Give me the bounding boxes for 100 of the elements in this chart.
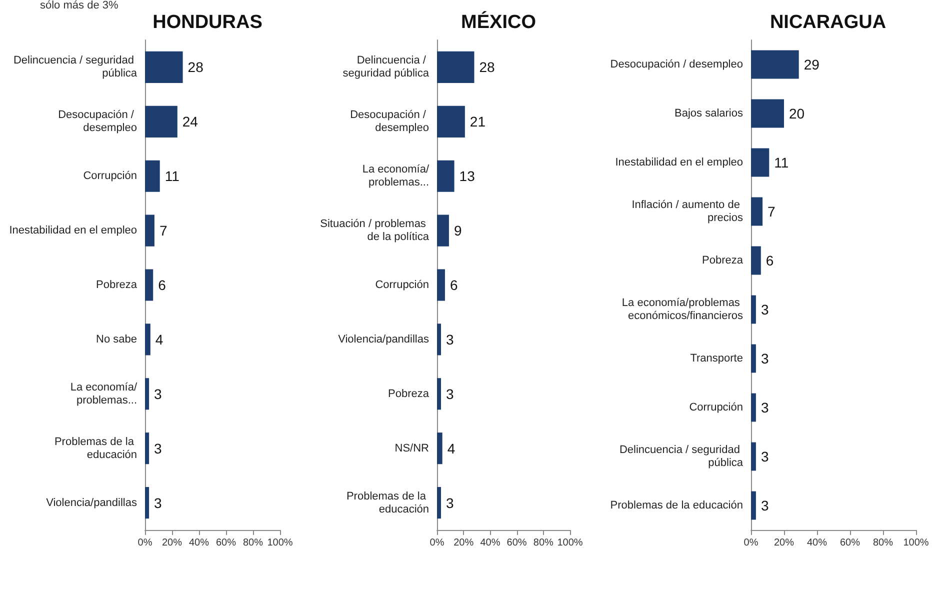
data-label: 29	[804, 56, 820, 72]
y-tick-label: Problemas de la educación	[610, 500, 743, 512]
bar	[145, 51, 183, 84]
y-tick-label: Delincuencia / seguridad pública	[13, 54, 138, 80]
bar	[145, 432, 150, 464]
data-label: 21	[470, 114, 486, 130]
y-tick-label: Delincuencia / seguridad pública	[619, 444, 744, 469]
bar	[145, 486, 150, 519]
x-tick-label: 60%	[840, 538, 860, 548]
data-label: 7	[159, 222, 168, 239]
data-label: 3	[154, 494, 162, 511]
y-tick-label: Inestabilidad en el empleo	[615, 156, 743, 168]
bar	[145, 324, 150, 356]
x-tick-label: 20%	[162, 538, 182, 548]
y-tick-label: Problemas de la educación	[54, 436, 137, 461]
x-tick-label: 60%	[216, 538, 236, 548]
chart-title: MÉXICO	[461, 11, 536, 33]
y-tick-label: Desocupación / desempleo	[350, 109, 429, 134]
bar	[751, 197, 763, 226]
x-tick-label: 80%	[242, 538, 264, 548]
data-label: 7	[768, 204, 776, 220]
text: sólo más de 3%	[40, 0, 118, 12]
data-label: 20	[789, 106, 805, 122]
y-tick-label: NS/NR	[394, 442, 430, 454]
bar	[751, 99, 784, 128]
y-tick-label: Corrupción	[689, 402, 743, 414]
data-label: 6	[766, 252, 774, 268]
x-tick-label: 80%	[533, 538, 554, 548]
chart-title: HONDURAS	[152, 12, 262, 33]
y-tick-label: Violencia/pandillas	[338, 333, 430, 346]
x-tick-label: 20%	[454, 538, 474, 548]
y-tick-label: La economía/problemas económicos/financieros	[622, 297, 744, 322]
bar	[751, 393, 756, 422]
x-tick-label: 0%	[744, 538, 758, 548]
x-tick-label: 0%	[430, 538, 444, 548]
y-tick-label: Corrupción	[375, 279, 429, 291]
bar	[437, 51, 474, 84]
x-tick-label: 20%	[774, 538, 794, 548]
data-label: 3	[760, 498, 769, 514]
x-tick-label: 100%	[267, 538, 293, 548]
y-tick-label: Pobreza	[702, 254, 744, 266]
y-tick-label: Violencia/pandillas	[46, 496, 138, 509]
data-label: 11	[164, 168, 180, 184]
data-label: 11	[774, 154, 789, 170]
y-tick-label: Problemas de la educación	[346, 490, 429, 516]
x-tick-label: 40%	[188, 538, 210, 548]
x-tick-label: 100%	[557, 538, 583, 548]
bar	[145, 106, 178, 138]
data-label: 9	[454, 222, 462, 239]
y-tick-label: Transporte	[690, 352, 743, 364]
data-label: 24	[182, 114, 198, 130]
bar	[437, 324, 441, 356]
data-label: 3	[446, 386, 454, 402]
x-tick-label: 100%	[903, 538, 929, 548]
bar	[437, 378, 441, 410]
y-tick-label: La economía/problemas...	[70, 381, 138, 406]
bar	[751, 246, 761, 275]
bar	[145, 378, 150, 410]
y-tick-label: Bajos salarios	[674, 108, 744, 120]
bar	[751, 344, 756, 373]
data-label: 28	[479, 59, 496, 76]
bar	[145, 160, 160, 192]
y-tick-label: Pobreza	[388, 388, 430, 400]
data-label: 3	[446, 331, 454, 348]
data-label: 4	[447, 440, 456, 456]
bar	[437, 486, 441, 519]
y-tick-label: Desocupación / desempleo	[610, 58, 743, 70]
bar	[751, 491, 756, 520]
x-tick-label: 40%	[806, 538, 828, 548]
bar	[437, 160, 454, 192]
data-label: 3	[760, 400, 769, 416]
y-tick-label: Desocupación / desempleo	[58, 109, 137, 134]
x-tick-label: 80%	[872, 538, 894, 548]
bar	[751, 50, 799, 79]
y-tick-label: Corrupción	[83, 170, 137, 182]
data-label: 6	[450, 277, 458, 293]
data-label: 3	[760, 448, 769, 464]
x-tick-label: 60%	[506, 538, 527, 548]
y-tick-label: Delincuencia / seguridad pública	[342, 54, 430, 80]
chart-title: NICARAGUA	[770, 12, 886, 33]
bar	[437, 269, 445, 301]
data-label: 3	[760, 302, 769, 318]
data-label: 3	[154, 440, 162, 456]
data-label: 13	[459, 168, 476, 184]
y-tick-label: Inflación / aumento de precios	[632, 199, 744, 224]
bar	[751, 442, 756, 471]
bar	[437, 432, 442, 464]
bar	[751, 295, 756, 324]
bar	[145, 269, 154, 301]
y-tick-label: No sabe	[96, 333, 137, 346]
data-label: 3	[760, 350, 769, 366]
bar	[751, 148, 770, 177]
bar	[437, 106, 465, 138]
data-label: 4	[155, 331, 164, 348]
y-tick-label: Situación / problemas de la política	[320, 218, 430, 244]
x-tick-label: 0%	[138, 538, 152, 548]
bar	[437, 214, 449, 246]
data-label: 6	[158, 277, 166, 293]
bar	[145, 214, 154, 246]
y-tick-label: Inestabilidad en el empleo	[9, 224, 137, 237]
